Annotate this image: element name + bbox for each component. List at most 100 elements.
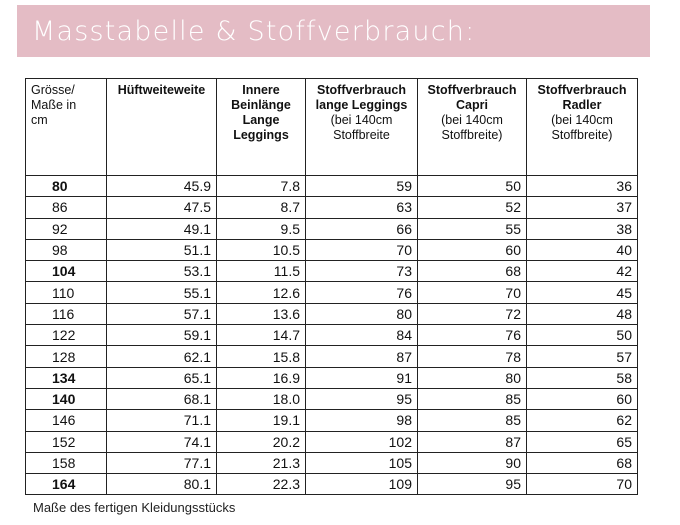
title-banner: Masstabelle & Stoffverbrauch:	[17, 5, 650, 57]
fabric-leggings-cell: 95	[305, 387, 418, 411]
hip-width-cell: 74.1	[106, 430, 217, 453]
header-line: Stoffverbrauch	[537, 83, 627, 97]
header-line: Leggings	[233, 128, 289, 142]
fabric-capri-cell: 87	[417, 430, 527, 453]
fabric-radler-cell: 62	[526, 409, 638, 432]
hip-width-cell: 59.1	[106, 324, 217, 347]
hip-width-cell: 49.1	[106, 217, 217, 240]
fabric-radler-cell: 60	[526, 387, 638, 411]
inner-leg-cell: 9.5	[216, 217, 306, 240]
header-line: Stoffverbrauch	[317, 83, 406, 97]
fabric-capri-cell: 55	[417, 217, 527, 240]
inner-leg-cell: 14.7	[216, 324, 306, 347]
fabric-leggings-cell: 102	[305, 430, 418, 453]
header-line: (bei 140cm	[441, 113, 503, 127]
hip-width-cell: 80.1	[106, 473, 217, 496]
header-line: Grösse/	[31, 83, 75, 97]
inner-leg-cell: 21.3	[216, 451, 306, 475]
hip-width-cell: 45.9	[106, 174, 217, 198]
hip-width-cell: 71.1	[106, 409, 217, 432]
header-line: Stoffbreite	[333, 128, 390, 142]
header-line: Stoffbreite)	[551, 128, 613, 142]
fabric-leggings-cell: 105	[305, 451, 418, 475]
hip-width-cell: 57.1	[106, 302, 217, 326]
hip-width-cell: 77.1	[106, 451, 217, 475]
inner-leg-cell: 11.5	[216, 260, 306, 283]
hip-width-cell: 47.5	[106, 196, 217, 219]
fabric-capri-cell: 70	[417, 281, 527, 304]
table-row: 116 57.1 13.6 80 72 48	[25, 302, 638, 326]
size-cell: 140	[25, 387, 107, 411]
header-line: Stoffverbrauch	[427, 83, 517, 97]
inner-leg-cell: 19.1	[216, 409, 306, 432]
header-fabric-leggings: Stoffverbrauch lange Leggings (bei 140cm St…	[305, 78, 418, 176]
fabric-leggings-cell: 109	[305, 473, 418, 496]
fabric-radler-cell: 68	[526, 451, 638, 475]
fabric-leggings-cell: 63	[305, 196, 418, 219]
fabric-radler-cell: 36	[526, 174, 638, 198]
fabric-leggings-cell: 80	[305, 302, 418, 326]
fabric-leggings-cell: 76	[305, 281, 418, 304]
header-fabric-radler: Stoffverbrauch Radler (bei 140cm Stoffbreit…	[526, 78, 638, 176]
inner-leg-cell: 16.9	[216, 366, 306, 389]
size-cell: 110	[25, 281, 107, 304]
hip-width-cell: 68.1	[106, 387, 217, 411]
size-cell: 122	[25, 324, 107, 347]
table-row: 134 65.1 16.9 91 80 58	[25, 366, 638, 389]
fabric-capri-cell: 80	[417, 366, 527, 389]
fabric-radler-cell: 40	[526, 238, 638, 262]
inner-leg-cell: 13.6	[216, 302, 306, 326]
fabric-leggings-cell: 66	[305, 217, 418, 240]
fabric-leggings-cell: 87	[305, 345, 418, 368]
fabric-radler-cell: 42	[526, 260, 638, 283]
fabric-capri-cell: 95	[417, 473, 527, 496]
table-row: 122 59.1 14.7 84 76 50	[25, 324, 638, 347]
header-line: Innere	[242, 83, 280, 97]
fabric-leggings-cell: 98	[305, 409, 418, 432]
fabric-leggings-cell: 91	[305, 366, 418, 389]
inner-leg-cell: 8.7	[216, 196, 306, 219]
fabric-radler-cell: 65	[526, 430, 638, 453]
table-row: 92 49.1 9.5 66 55 38	[25, 217, 638, 240]
header-row: Grösse/Maße in cm Hüftweiteweite Innere Bein…	[25, 78, 638, 176]
header-line: cm	[31, 113, 48, 127]
header-line: (bei 140cm	[551, 113, 613, 127]
table-body: 80 45.9 7.8 59 50 36 86 47.5 8.7 63 52 37 92 49.1 9.5 6…	[25, 174, 638, 496]
size-cell: 92	[25, 217, 107, 240]
table-row: 86 47.5 8.7 63 52 37	[25, 196, 638, 219]
table-row: 152 74.1 20.2 102 87 65	[25, 430, 638, 453]
header-hip-width: Hüftweiteweite	[106, 78, 217, 176]
size-cell: 146	[25, 409, 107, 432]
fabric-leggings-cell: 73	[305, 260, 418, 283]
size-cell: 104	[25, 260, 107, 283]
fabric-capri-cell: 60	[417, 238, 527, 262]
hip-width-cell: 62.1	[106, 345, 217, 368]
inner-leg-cell: 7.8	[216, 174, 306, 198]
header-fabric-capri: Stoffverbrauch Capri (bei 140cm Stoffbreite…	[417, 78, 527, 176]
header-line: Hüftweiteweite	[117, 83, 206, 97]
fabric-capri-cell: 68	[417, 260, 527, 283]
header-line: Radler	[562, 98, 602, 112]
fabric-capri-cell: 85	[417, 387, 527, 411]
fabric-capri-cell: 52	[417, 196, 527, 219]
fabric-radler-cell: 48	[526, 302, 638, 326]
table-row: 104 53.1 11.5 73 68 42	[25, 260, 638, 283]
fabric-radler-cell: 45	[526, 281, 638, 304]
header-line: Beinlänge	[231, 98, 291, 112]
inner-leg-cell: 10.5	[216, 238, 306, 262]
size-cell: 86	[25, 196, 107, 219]
hip-width-cell: 51.1	[106, 238, 217, 262]
table-row: 158 77.1 21.3 105 90 68	[25, 451, 638, 475]
inner-leg-cell: 12.6	[216, 281, 306, 304]
fabric-radler-cell: 70	[526, 473, 638, 496]
inner-leg-cell: 15.8	[216, 345, 306, 368]
inner-leg-cell: 20.2	[216, 430, 306, 453]
header-line: Maße in	[31, 98, 77, 112]
header-inner-leg-length: Innere Beinlänge Lange Leggings	[216, 78, 306, 176]
table-row: 164 80.1 22.3 109 95 70	[25, 473, 638, 496]
table-row: 128 62.1 15.8 87 78 57	[25, 345, 638, 368]
fabric-capri-cell: 76	[417, 324, 527, 347]
table-row: 80 45.9 7.8 59 50 36	[25, 174, 638, 198]
fabric-capri-cell: 72	[417, 302, 527, 326]
size-cell: 128	[25, 345, 107, 368]
